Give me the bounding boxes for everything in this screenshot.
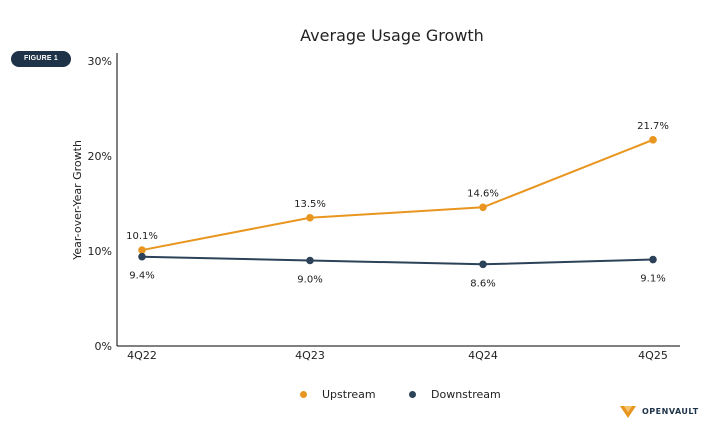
tick-labels: 0% 10% 20% 30% 4Q22 4Q23 4Q24 4Q25	[88, 55, 668, 362]
series: 10.1% 13.5% 14.6% 21.7% 9.4% 9.0% 8.6% 9.1%	[126, 121, 669, 289]
downstream-data-label: 9.4%	[129, 271, 154, 282]
y-tick-label: 0%	[95, 340, 112, 353]
brand-name: OPENVAULT	[642, 406, 699, 416]
upstream-point	[306, 213, 314, 222]
y-axis-label: Year-over-Year Growth	[71, 140, 84, 261]
legend-downstream-label: Downstream	[431, 388, 501, 401]
openvault-logo: OPENVAULT	[619, 402, 699, 420]
legend-upstream: Upstream	[300, 388, 376, 401]
upstream-data-label: 13.5%	[294, 199, 326, 210]
x-tick-label: 4Q24	[468, 349, 498, 362]
downstream-data-label: 8.6%	[470, 278, 495, 289]
axes	[116, 53, 680, 347]
downstream-point	[649, 255, 657, 264]
upstream-data-label: 21.7%	[637, 121, 669, 132]
downstream-swatch	[409, 391, 416, 398]
x-tick-label: 4Q25	[638, 349, 668, 362]
y-tick-label: 30%	[88, 55, 112, 68]
figure-badge: FIGURE 1	[11, 51, 71, 67]
legend-downstream: Downstream	[409, 388, 501, 401]
downstream-point	[306, 256, 314, 265]
downstream-point	[479, 260, 487, 269]
upstream-data-label: 14.6%	[467, 188, 499, 199]
downstream-data-label: 9.0%	[297, 275, 322, 286]
downstream-point	[138, 252, 146, 261]
upstream-swatch	[300, 391, 307, 398]
upstream-data-label: 10.1%	[126, 231, 158, 242]
x-tick-label: 4Q22	[127, 349, 157, 362]
y-tick-label: 10%	[88, 245, 112, 258]
downstream-line	[141, 255, 654, 266]
legend-upstream-label: Upstream	[322, 388, 376, 401]
upstream-point	[649, 136, 657, 144]
chart-title: Average Usage Growth	[300, 26, 484, 45]
upstream-point	[138, 246, 146, 254]
openvault-logo-icon	[620, 406, 636, 418]
downstream-data-label: 9.1%	[640, 274, 665, 285]
upstream-line	[141, 138, 654, 252]
y-tick-label: 20%	[88, 150, 112, 163]
x-tick-label: 4Q23	[295, 349, 325, 362]
upstream-point	[479, 203, 487, 212]
